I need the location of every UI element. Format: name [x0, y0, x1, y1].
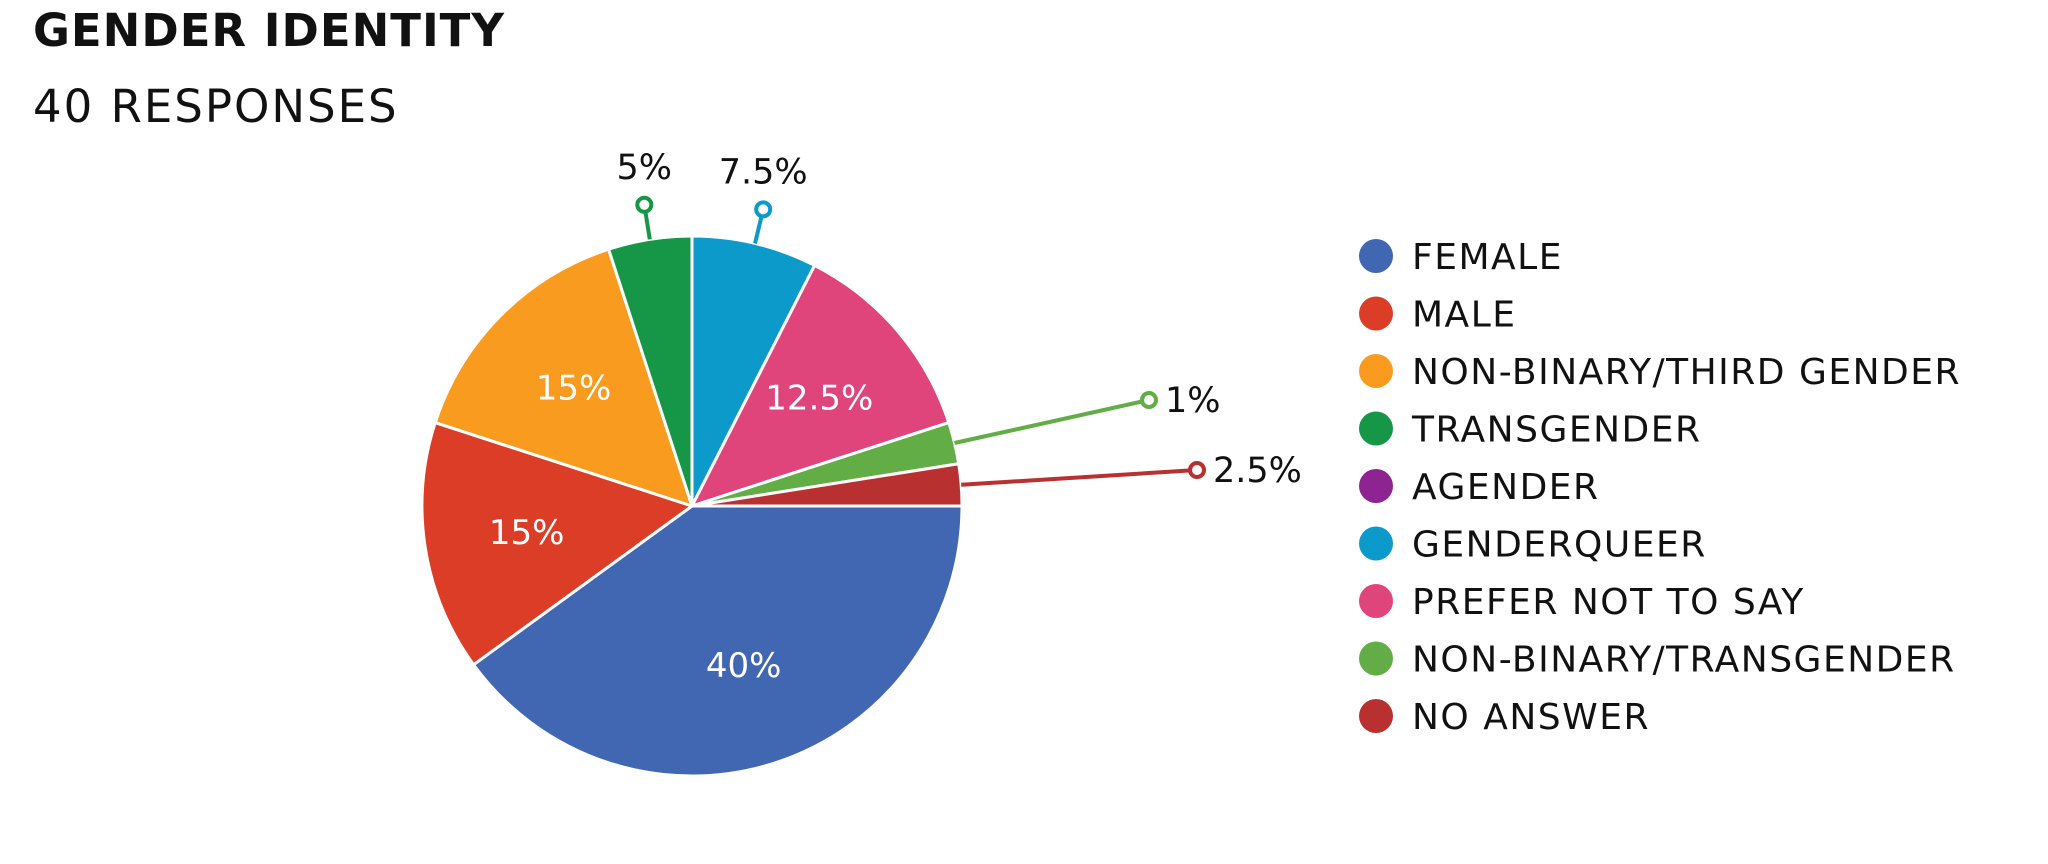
legend-swatch-prefer-not-to-say — [1359, 584, 1393, 618]
legend-item-prefer-not-to-say: PREFER NOT TO SAY — [1359, 582, 1805, 623]
callout-marker-transgender — [635, 195, 654, 214]
slice-labels: 40% 15% 15% 12.5% — [489, 369, 873, 687]
callout-label-no-answer: 2.5% — [1213, 451, 1302, 491]
callout-label-transgender: 5% — [617, 148, 673, 188]
legend-item-genderqueer: GENDERQUEER — [1359, 525, 1707, 566]
slice-label-non-binary-third-gender: 15% — [536, 369, 612, 409]
slice-label-male: 15% — [489, 513, 565, 553]
legend-item-female: FEMALE — [1359, 237, 1563, 278]
pie-slice-prefer-not-to-say — [690, 263, 951, 508]
pie-slice-non-binary-third-gender — [433, 247, 694, 508]
legend-swatch-genderqueer — [1359, 526, 1393, 561]
callout-marker-no-answer — [1188, 461, 1206, 479]
legend-swatch-non-binary-third-gender — [1359, 354, 1393, 388]
slice-callouts: 5% 7.5% 1% 2.5% — [617, 148, 1302, 491]
legend-label-no-answer: NO ANSWER — [1412, 697, 1650, 738]
slice-label-prefer-not-to-say: 12.5% — [765, 378, 873, 418]
legend-label-agender: AGENDER — [1412, 467, 1600, 508]
callout-line-non-binary-transgender — [954, 398, 1150, 445]
callout-marker-non-binary-transgender — [1140, 391, 1158, 409]
legend-item-transgender: TRANSGENDER — [1359, 410, 1702, 451]
legend-label-male: MALE — [1412, 295, 1517, 336]
legend-label-genderqueer: GENDERQUEER — [1412, 525, 1707, 566]
legend-label-non-binary-third-gender: NON-BINARY/THIRD GENDER — [1412, 352, 1961, 393]
callout-marker-genderqueer — [754, 200, 773, 219]
chart-subtitle: 40 RESPONSES — [33, 80, 399, 133]
legend-label-non-binary-transgender: NON-BINARY/TRANSGENDER — [1412, 640, 1956, 681]
chart-legend: FEMALE MALE NON-BINARY/THIRD GENDER TRANSGE… — [1359, 237, 1961, 738]
callout-label-genderqueer: 7.5% — [719, 152, 808, 192]
legend-item-no-answer: NO ANSWER — [1359, 697, 1650, 738]
legend-swatch-agender — [1359, 469, 1393, 503]
legend-label-prefer-not-to-say: PREFER NOT TO SAY — [1412, 582, 1805, 623]
legend-item-non-binary-transgender: NON-BINARY/TRANSGENDER — [1359, 640, 1956, 681]
legend-swatch-non-binary-transgender — [1359, 641, 1393, 676]
pie-slices — [420, 234, 964, 778]
callout-label-non-binary-transgender: 1% — [1165, 381, 1221, 421]
legend-item-male: MALE — [1359, 295, 1517, 336]
chart-title: GENDER IDENTITY — [33, 4, 505, 57]
legend-swatch-female — [1359, 239, 1393, 273]
callout-line-no-answer — [961, 468, 1198, 487]
legend-swatch-no-answer — [1359, 699, 1393, 733]
pie-slice-no-answer — [690, 462, 964, 508]
legend-swatch-male — [1359, 296, 1393, 331]
legend-label-female: FEMALE — [1412, 237, 1563, 278]
legend-label-transgender: TRANSGENDER — [1411, 410, 1702, 451]
legend-swatch-transgender — [1359, 411, 1393, 446]
pie-slice-male — [420, 421, 694, 667]
legend-item-agender: AGENDER — [1359, 467, 1600, 508]
pie-slice-female — [472, 504, 964, 778]
slice-label-female: 40% — [706, 646, 782, 686]
legend-item-non-binary-third-gender: NON-BINARY/THIRD GENDER — [1359, 352, 1961, 393]
